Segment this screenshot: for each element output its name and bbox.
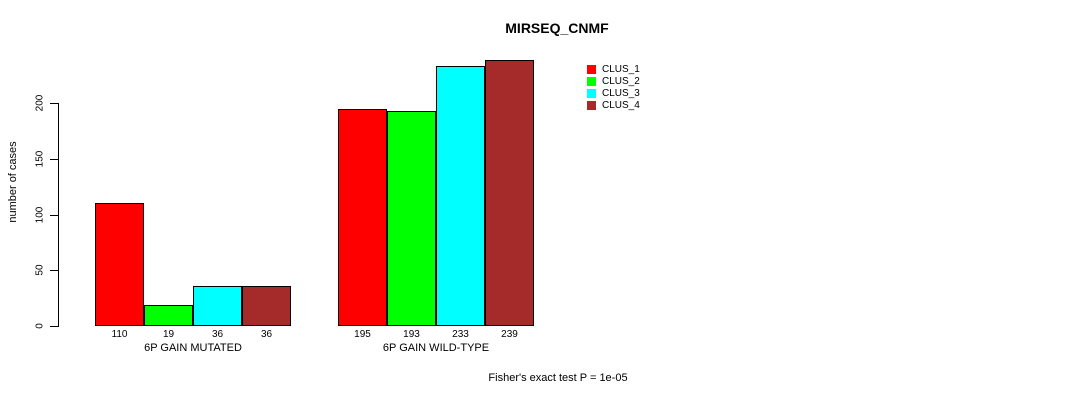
y-axis-label: number of cases (7, 141, 19, 223)
category-label: 6P GAIN WILD-TYPE (382, 342, 490, 354)
y-tick-mark (50, 215, 58, 216)
bar-value-label: 233 (452, 329, 469, 340)
bar-value-label: 19 (162, 329, 175, 340)
legend: CLUS_1 CLUS_2 CLUS_3 CLUS_4 (587, 63, 640, 111)
legend-swatch-icon (587, 100, 596, 110)
bar-clus_1-2 (338, 109, 387, 326)
y-tick-mark (50, 159, 58, 160)
bar-clus_1-1 (95, 203, 144, 326)
y-tick-mark (50, 270, 58, 271)
legend-label: CLUS_2 (602, 75, 640, 87)
category-label: 6P GAIN MUTATED (144, 342, 242, 354)
y-tick-label: 50 (34, 264, 46, 276)
legend-row-clus_2: CLUS_2 (587, 75, 640, 87)
legend-row-clus_3: CLUS_3 (587, 87, 640, 99)
bar-value-label: 239 (501, 329, 518, 340)
legend-label: CLUS_4 (602, 99, 640, 111)
y-axis-line (58, 103, 59, 327)
bar-clus_4-2 (485, 60, 534, 326)
y-tick-label: 100 (34, 206, 46, 224)
bar-value-label: 110 (111, 329, 128, 340)
y-tick-mark (50, 326, 58, 327)
bar-value-label: 36 (260, 329, 273, 340)
legend-label: CLUS_1 (602, 63, 640, 75)
bar-clus_2-2 (387, 111, 436, 326)
y-tick-label: 0 (34, 323, 46, 329)
bar-clus_4-1 (242, 286, 291, 326)
legend-swatch-icon (587, 88, 596, 98)
chart-title: MIRSEQ_CNMF (505, 20, 609, 36)
footnote-text: Fisher's exact test P = 1e-05 (488, 372, 628, 384)
y-tick-label: 150 (34, 150, 46, 168)
bar-clus_3-2 (436, 66, 485, 326)
legend-row-clus_4: CLUS_4 (587, 99, 640, 111)
bar-value-label: 36 (211, 329, 224, 340)
legend-swatch-icon (587, 64, 596, 74)
legend-swatch-icon (587, 76, 596, 86)
bar-clus_3-1 (193, 286, 242, 326)
bar-value-label: 193 (403, 329, 420, 340)
y-tick-label: 200 (34, 94, 46, 112)
legend-label: CLUS_3 (602, 87, 640, 99)
y-tick-mark (50, 103, 58, 104)
bar-value-label: 195 (354, 329, 371, 340)
legend-row-clus_1: CLUS_1 (587, 63, 640, 75)
bar-clus_2-1 (144, 305, 193, 326)
